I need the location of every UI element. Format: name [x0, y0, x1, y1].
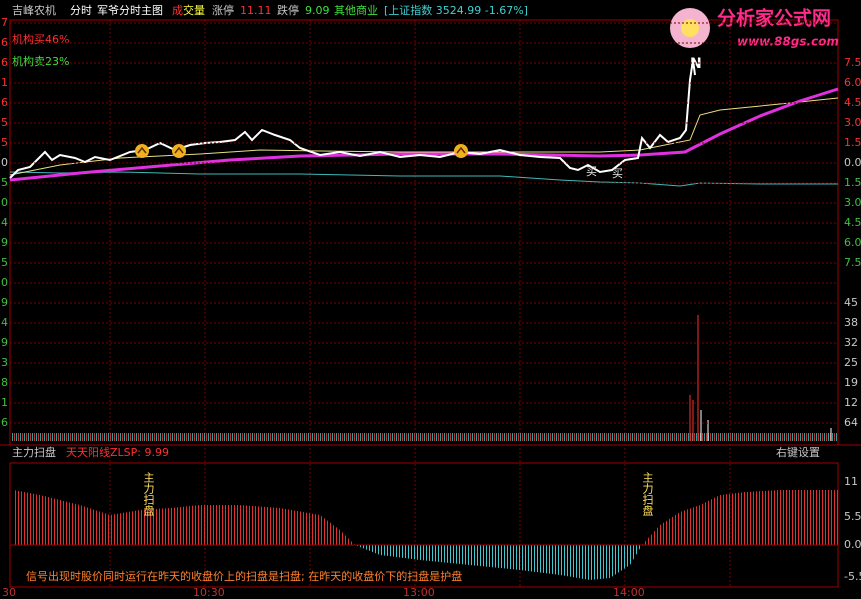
formula: 军爷分时主图	[97, 3, 163, 17]
frames	[0, 19, 861, 588]
limit-up-label: 涨停	[212, 3, 234, 17]
left-axis-label: 8	[1, 376, 8, 389]
left-axis-label: 9	[1, 296, 8, 309]
right-axis-label: 1.5	[844, 176, 861, 189]
left-axis-label: 3	[1, 356, 8, 369]
right-axis-label: 64	[844, 416, 858, 429]
indicator-axis-label: 11	[844, 475, 858, 488]
right-axis-label: 19	[844, 376, 858, 389]
left-axis-label: 4	[1, 316, 8, 329]
volume-label-a: 成	[172, 4, 183, 17]
logo-center	[681, 19, 699, 37]
left-axis-label: 5	[1, 116, 8, 129]
period: 分时	[70, 4, 92, 17]
logo: 分析家公式网 www.88gs.com	[670, 7, 839, 49]
left-axis-label: 6	[1, 36, 8, 49]
limit-down: 9.09	[305, 4, 330, 17]
price-line	[9, 59, 696, 179]
settings-button[interactable]: 右键设置	[776, 445, 820, 459]
indicator-bars	[14, 490, 838, 580]
left-axis-label: 7	[1, 16, 8, 29]
right-axis-label: 4.5	[844, 96, 861, 109]
buy-label: 机构买46%	[12, 32, 69, 46]
right-axis-label: 7.5	[844, 56, 861, 69]
left-axis-label: 6	[1, 56, 8, 69]
left-axis-label: 1	[1, 76, 8, 89]
right-axis-label: 45	[844, 296, 858, 309]
left-axis-label: 6	[1, 96, 8, 109]
volume-label: 成交量	[172, 3, 205, 17]
right-axis-label: 12	[844, 396, 858, 409]
time-label: 30	[2, 586, 16, 599]
avg-line	[9, 87, 839, 182]
left-axis-label: 5	[1, 136, 8, 149]
cyan-line	[9, 171, 838, 187]
right-axis-label: 3.0	[844, 196, 861, 209]
indicator-axis-label: -5.5	[844, 570, 861, 583]
header: 吉峰农机 分时 军爷分时主图 成交量 涨停 11.11 跌停 9.09 其他商业…	[12, 3, 528, 17]
right-axis-label: 38	[844, 316, 858, 329]
indicator-note: 信号出现时股价同时运行在昨天的收盘价上的扫盘是扫盘; 在昨天的收盘价下的扫盘是护…	[26, 569, 462, 583]
left-axis-label: 5	[1, 176, 8, 189]
indicator-series: 天天阳线ZLSP: 9.99	[66, 445, 169, 459]
left-axis-label: 9	[1, 336, 8, 349]
spike-label: N	[690, 56, 702, 72]
time-label: 14:00	[613, 586, 645, 599]
right-axis-label: 0.0	[844, 156, 861, 169]
limit-down-label: 跌停	[277, 3, 299, 17]
indicator-axis-label: 0.0	[844, 538, 861, 551]
left-axis-label: 1	[1, 396, 8, 409]
right-axis-label: 4.5	[844, 216, 861, 229]
axes: 7661655050495094938167.56.04.53.01.50.01…	[1, 16, 861, 599]
markers	[135, 144, 468, 158]
logo-url: www.88gs.com	[737, 35, 839, 49]
volume-label-b: 交量	[183, 3, 205, 17]
grid	[109, 20, 731, 587]
right-axis-label: 6.0	[844, 76, 861, 89]
left-axis-label: 5	[1, 256, 8, 269]
left-axis-label: 0	[1, 276, 8, 289]
left-axis-label: 9	[1, 236, 8, 249]
sell-label: 机构卖23%	[12, 54, 69, 68]
signal-label: 主力扫盘	[142, 472, 155, 516]
left-axis-label: 0	[1, 196, 8, 209]
main-lines	[9, 59, 839, 187]
signal-label: 主力扫盘	[641, 472, 654, 516]
buy-mark: 买	[586, 165, 597, 178]
limit-up: 11.11	[240, 4, 272, 17]
right-axis-label: 25	[844, 356, 858, 369]
left-axis-label: 4	[1, 216, 8, 229]
yellow-line	[9, 97, 839, 176]
time-label: 10:30	[193, 586, 225, 599]
right-axis-label: 6.0	[844, 236, 861, 249]
logo-title: 分析家公式网	[717, 7, 831, 30]
right-axis-label: 1.5	[844, 136, 861, 149]
left-axis-label: 0	[1, 156, 8, 169]
sector: 其他商业	[334, 3, 378, 17]
stock-name: 吉峰农机	[12, 3, 56, 17]
indicator-name: 主力扫盘	[12, 445, 56, 459]
index-quote: [上证指数 3524.99 -1.67%]	[384, 3, 528, 17]
right-axis-label: 3.0	[844, 116, 861, 129]
indicator-axis-label: 5.5	[844, 510, 861, 523]
buy-mark: 买	[612, 167, 623, 180]
left-axis-label: 6	[1, 416, 8, 429]
time-label: 13:00	[403, 586, 435, 599]
right-axis-label: 32	[844, 336, 858, 349]
right-axis-label: 7.5	[844, 256, 861, 269]
